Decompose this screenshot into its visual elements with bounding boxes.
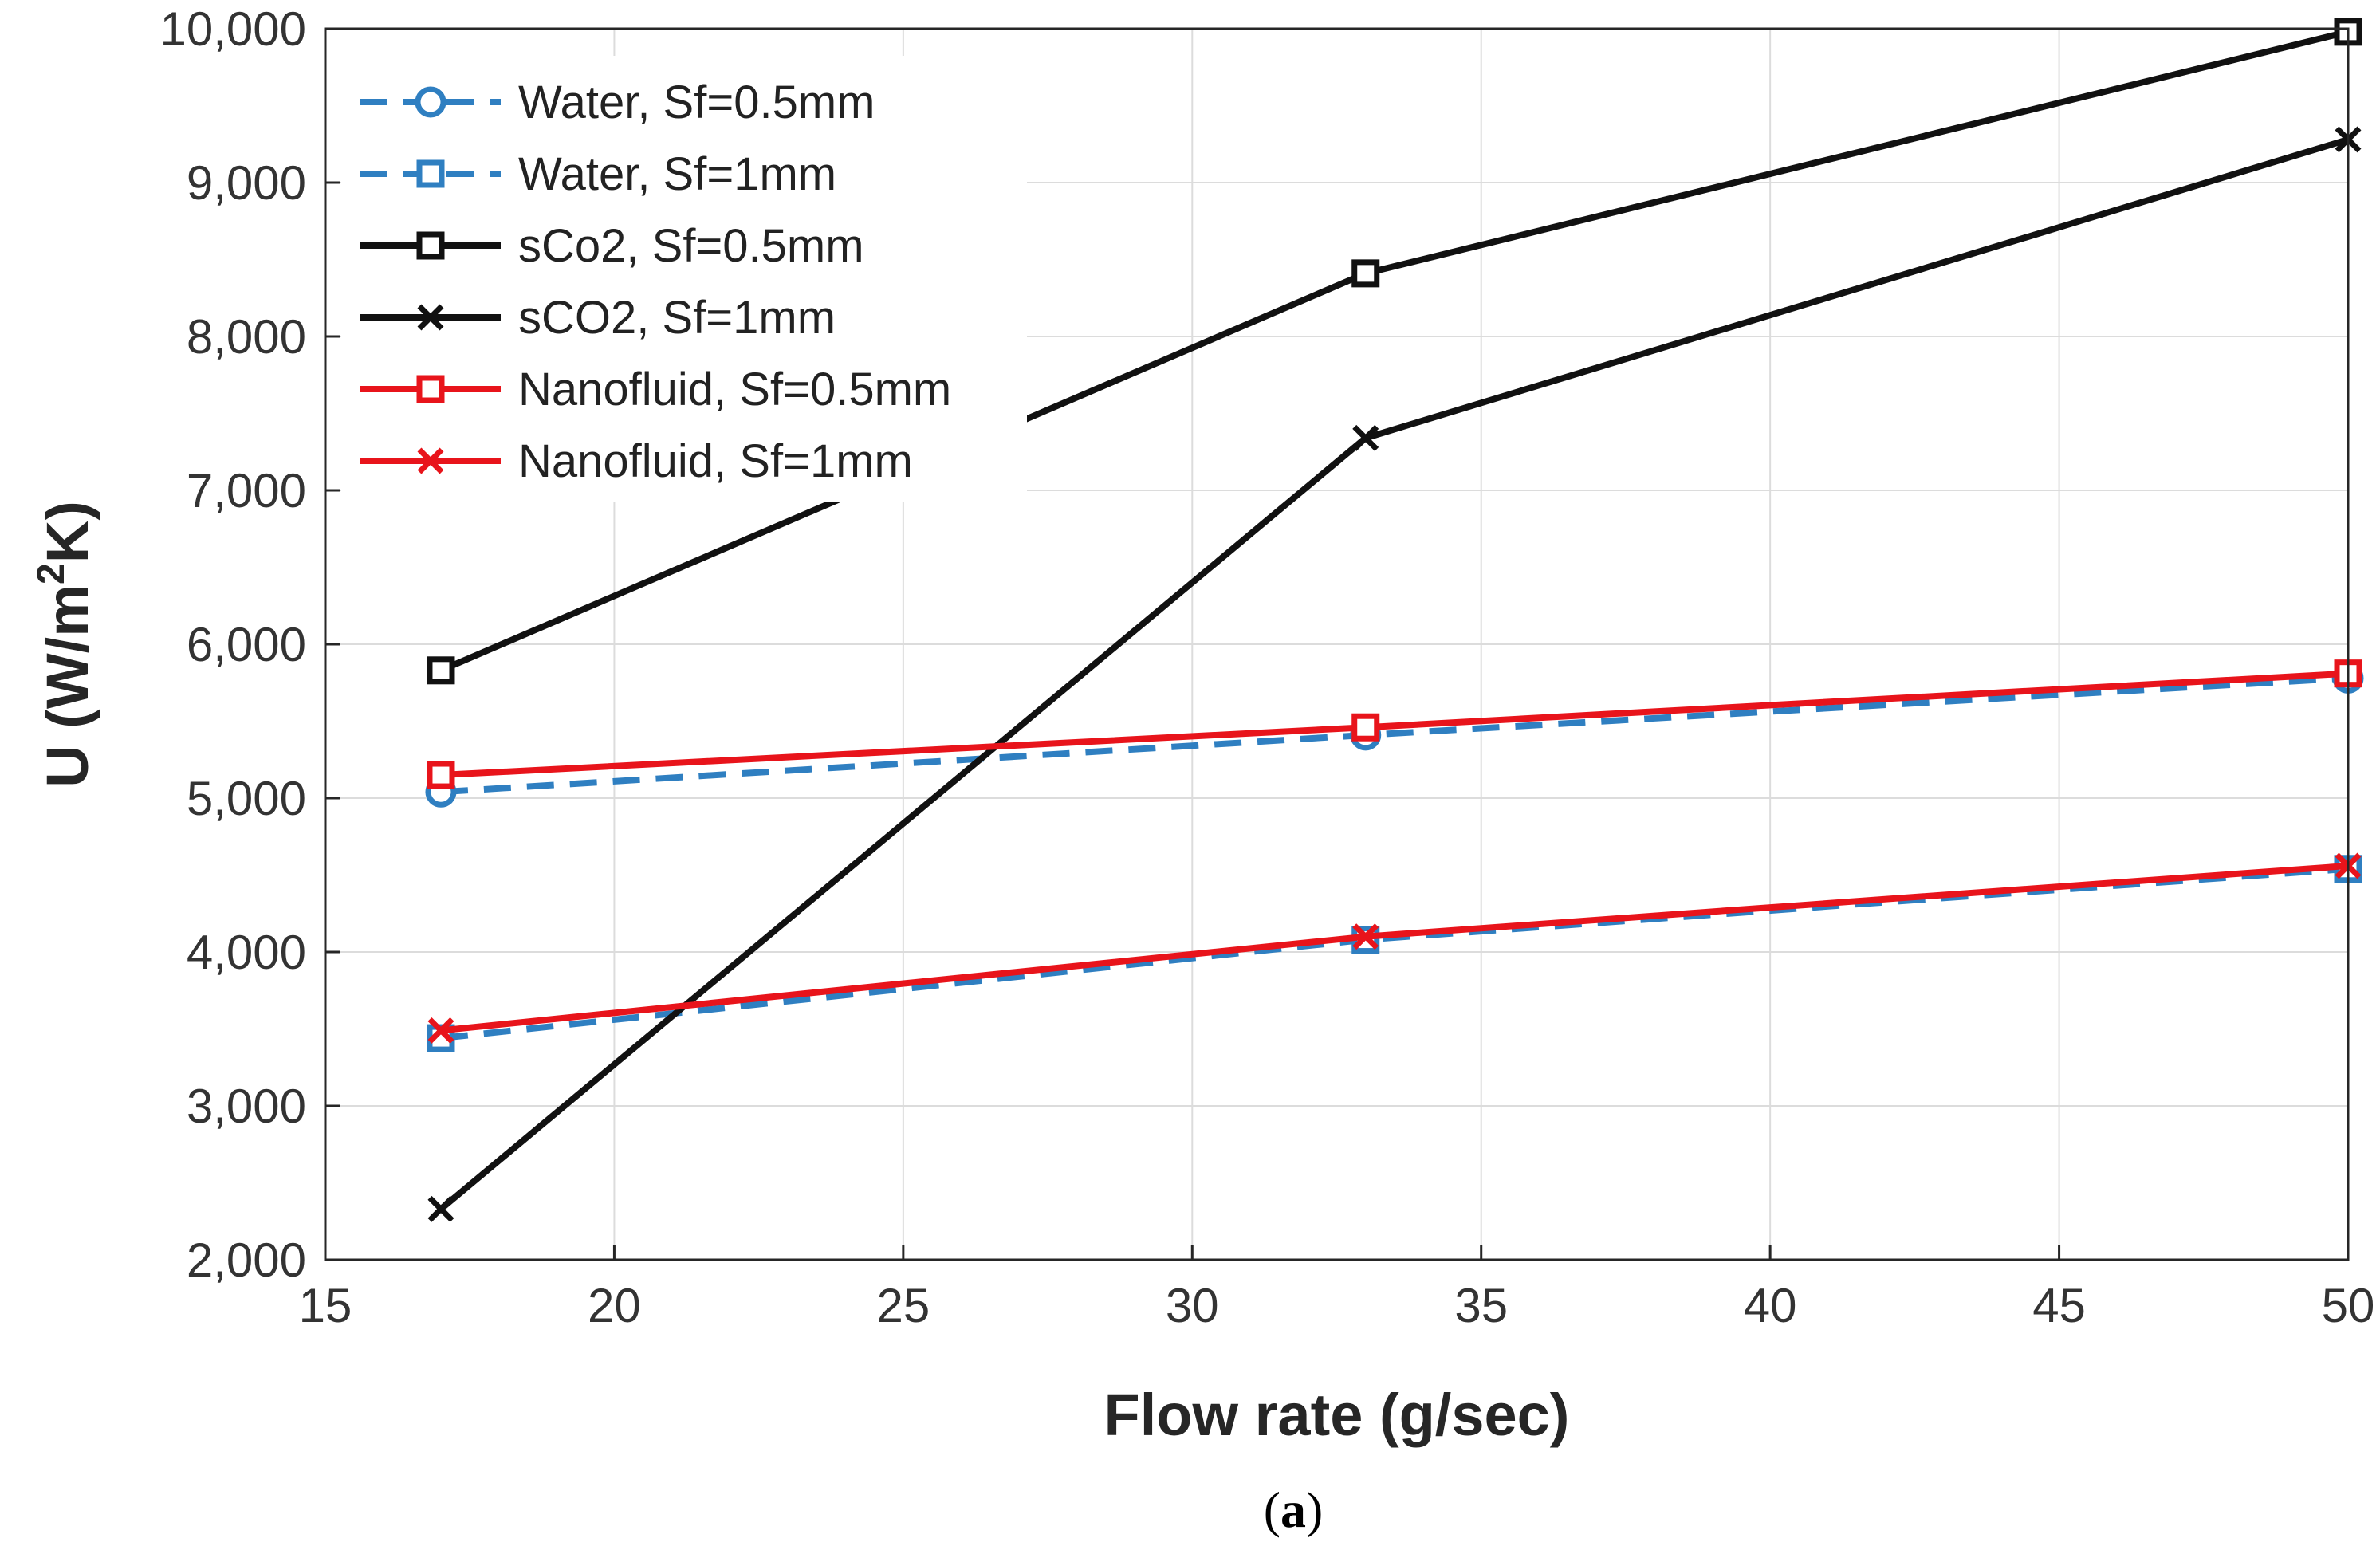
legend-label: Nanofluid, Sf=1mm xyxy=(518,435,913,487)
series-line xyxy=(440,670,2349,779)
legend-label: Water, Sf=1mm xyxy=(518,148,836,200)
caption-open-paren: ( xyxy=(1264,1481,1280,1538)
data-point xyxy=(1351,713,1380,742)
legend-item: Nanofluid, Sf=1mm xyxy=(360,435,913,487)
x-tick-label: 40 xyxy=(1744,1279,1797,1332)
series-line xyxy=(440,675,2349,796)
x-axis-title: Flow rate (g/sec) xyxy=(1104,1382,1570,1448)
legend-swatch-marker xyxy=(415,86,446,118)
data-point xyxy=(1352,424,1379,451)
y-axis-ticks: 2,000 3,000 4,000 5,000 6,000 7,000 8,000 9,000… xyxy=(159,2,340,1287)
data-point xyxy=(427,656,455,685)
series-line xyxy=(440,865,2349,1042)
legend-label: Water, Sf=0.5mm xyxy=(518,77,875,128)
figure-caption: (a) xyxy=(1264,1481,1324,1538)
series-layer xyxy=(425,18,2364,1222)
legend-swatch-marker xyxy=(417,304,444,331)
y-tick-label: 2,000 xyxy=(187,1233,306,1287)
data-point xyxy=(1351,259,1380,288)
legend-item: sCo2, Sf=0.5mm xyxy=(360,220,864,272)
legend: Water, Sf=0.5mm Water, Sf=1mm sCo2, Sf=0.5… xyxy=(341,56,1027,502)
x-tick-label: 30 xyxy=(1166,1279,1219,1332)
y-tick-label: 7,000 xyxy=(187,464,306,517)
data-point xyxy=(427,1017,454,1044)
legend-label: Nanofluid, Sf=0.5mm xyxy=(518,364,951,415)
caption-letter: a xyxy=(1280,1481,1306,1538)
legend-swatch-marker xyxy=(416,231,445,260)
legend-swatch-marker xyxy=(416,159,445,188)
data-point xyxy=(427,761,455,789)
y-axis-title-superscript: 2 xyxy=(30,563,73,584)
x-axis-ticks: 15 20 25 30 35 40 45 50 xyxy=(299,1245,2375,1332)
y-tick-label: 10,000 xyxy=(159,2,306,56)
legend-label: sCO2, Sf=1mm xyxy=(518,292,836,344)
caption-close-paren: ) xyxy=(1306,1481,1323,1538)
y-axis-title-suffix: K) xyxy=(34,501,100,563)
legend-swatch-marker xyxy=(416,375,445,403)
x-tick-label: 35 xyxy=(1454,1279,1508,1332)
series-group xyxy=(427,659,2362,789)
legend-item: sCO2, Sf=1mm xyxy=(360,292,836,344)
y-tick-label: 3,000 xyxy=(187,1080,306,1133)
y-tick-label: 8,000 xyxy=(187,310,306,364)
data-point xyxy=(427,1195,454,1222)
x-tick-label: 15 xyxy=(299,1279,352,1332)
legend-label: sCo2, Sf=0.5mm xyxy=(518,220,864,272)
y-tick-label: 5,000 xyxy=(187,772,306,825)
legend-item: Water, Sf=1mm xyxy=(360,148,836,200)
y-tick-label: 6,000 xyxy=(187,618,306,671)
y-tick-label: 4,000 xyxy=(187,926,306,979)
series-group xyxy=(427,18,2362,685)
series-line xyxy=(440,862,2349,1034)
data-point xyxy=(1352,923,1379,950)
y-axis-title-prefix: U (W/m xyxy=(34,584,100,788)
legend-item: Water, Sf=0.5mm xyxy=(360,77,875,128)
y-tick-label: 9,000 xyxy=(187,156,306,210)
series-group xyxy=(427,852,2362,1044)
x-tick-label: 20 xyxy=(588,1279,641,1332)
legend-item: Nanofluid, Sf=0.5mm xyxy=(360,364,951,415)
x-tick-label: 25 xyxy=(876,1279,930,1332)
y-axis-title: U (W/m2K) xyxy=(30,501,100,788)
x-tick-label: 45 xyxy=(2032,1279,2086,1332)
legend-background xyxy=(341,56,1027,502)
x-tick-label: 50 xyxy=(2322,1279,2375,1332)
legend-swatch-marker xyxy=(417,447,444,474)
